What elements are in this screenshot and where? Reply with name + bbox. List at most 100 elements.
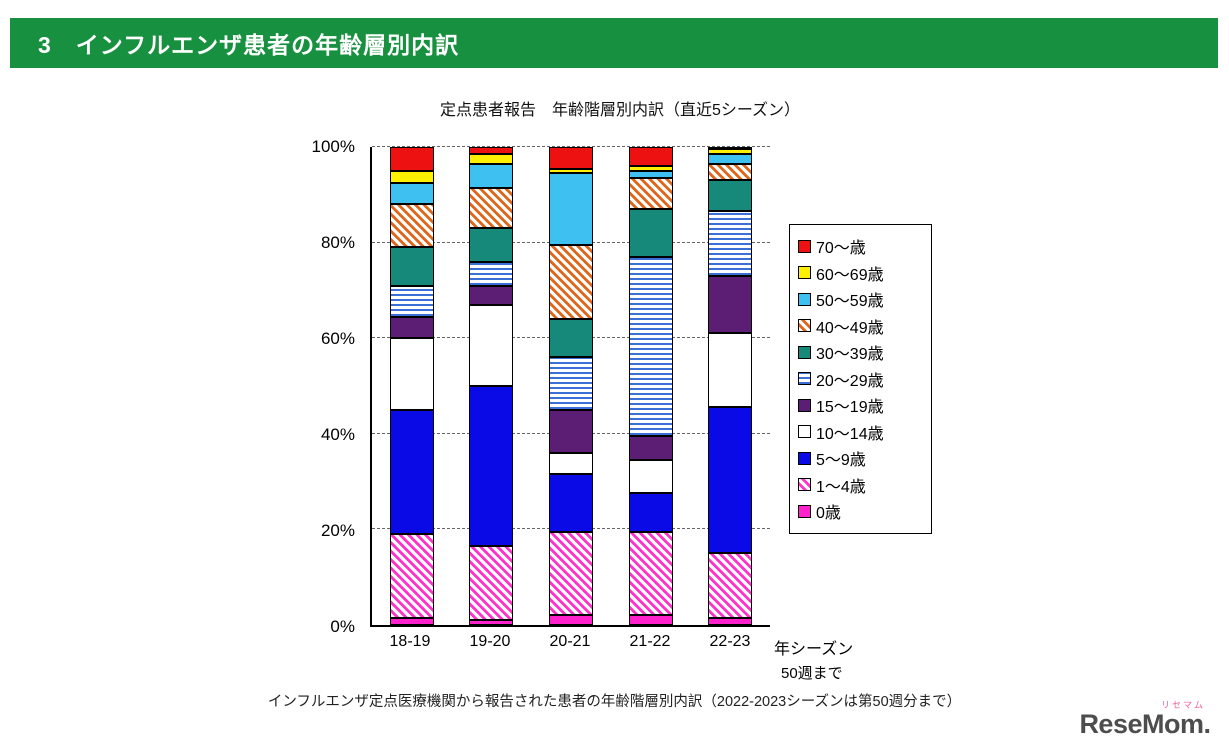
legend-swatch [798, 239, 811, 253]
bar-segment [708, 154, 753, 164]
y-tick-label-60: 60% [320, 329, 355, 348]
y-tick-label-100: 100% [311, 137, 355, 156]
legend-swatch [798, 425, 811, 439]
bar-segment [389, 409, 434, 535]
bar-segment [628, 178, 673, 210]
chart-title: 定点患者報告 年齢階層別内訳（直近5シーズン） [439, 102, 801, 119]
gridline-100 [372, 146, 770, 147]
bar-segment [708, 617, 753, 625]
bar-segment [628, 531, 673, 616]
x-axis-unit-label: 年シーズン [774, 641, 854, 658]
bar-segment [628, 493, 673, 532]
bar-18-19 [389, 147, 434, 625]
bar-segment [469, 620, 514, 625]
bar-segment [469, 163, 514, 188]
legend-label: 60～69歳 [816, 266, 884, 284]
bar-segment [708, 275, 753, 334]
x-axis: 18-19 19-20 20-21 21-22 22-23 [370, 633, 770, 651]
bar-segment [389, 534, 434, 618]
y-tick-label-40: 40% [320, 425, 355, 444]
legend-item: 60～69歳 [798, 260, 925, 287]
bar-segment [389, 285, 434, 317]
bar-segment [548, 357, 593, 410]
y-tick-label-0: 0% [330, 617, 355, 636]
logo-period: . [1203, 709, 1211, 739]
legend-swatch [798, 345, 811, 359]
legend-label: 40～49歳 [816, 319, 884, 337]
resemom-logo: リセマム ReseMom. [1079, 701, 1211, 738]
section-header-title: 3 インフルエンザ患者の年齢層別内訳 [38, 32, 460, 58]
bar-21-22 [628, 147, 673, 625]
bar-segment [548, 147, 593, 169]
bar-22-23 [708, 147, 753, 625]
legend-item: 30～39歳 [798, 339, 925, 366]
bar-segment [469, 385, 514, 547]
legend-item: 15～19歳 [798, 392, 925, 419]
bar-segment [708, 149, 753, 155]
chart-caption: インフルエンザ定点医療機関から報告された患者の年齢階層別内訳（2022-2023… [267, 694, 962, 710]
legend-item: 10～14歳 [798, 419, 925, 446]
x-tick-label-18-19: 18-19 [389, 633, 431, 650]
x-tick-label-21-22: 21-22 [629, 633, 671, 650]
bar-segment [548, 474, 593, 532]
bar-slot-22-23 [690, 147, 770, 625]
bar-20-21 [548, 147, 593, 625]
bar-segment [389, 247, 434, 286]
bar-slot-20-21 [531, 147, 611, 625]
bar-segment [469, 304, 514, 386]
section-header: 3 インフルエンザ患者の年齢層別内訳 [10, 18, 1218, 68]
bar-segment [469, 228, 514, 262]
legend-swatch [798, 292, 811, 306]
legend-swatch [798, 504, 811, 518]
bar-segment [708, 147, 753, 150]
legend-swatch [798, 451, 811, 465]
bar-segment [628, 615, 673, 625]
bar-segment [628, 460, 673, 494]
bar-segment [389, 338, 434, 410]
bar-segment [389, 147, 434, 171]
legend-item: 50～59歳 [798, 286, 925, 313]
legend-label: 20～29歳 [816, 372, 884, 390]
bar-segment [469, 285, 514, 305]
bar-segment [469, 187, 514, 229]
bar-segment [469, 546, 514, 621]
bar-segment [708, 407, 753, 554]
legend-label: 5～9歳 [816, 452, 866, 470]
legend-swatch [798, 319, 811, 333]
bar-segment [469, 147, 514, 155]
bar-segment [708, 211, 753, 276]
bar-segment [628, 436, 673, 461]
bar-segment [628, 256, 673, 437]
legend-label: 70～歳 [816, 240, 866, 258]
bar-segment [708, 553, 753, 618]
bar-segment [389, 182, 434, 205]
plot-area [370, 146, 770, 627]
bar-segment [548, 452, 593, 475]
bar-segment [708, 180, 753, 212]
bar-segment [548, 409, 593, 453]
bar-segment [548, 173, 593, 245]
bar-19-20 [469, 147, 514, 625]
bar-segment [469, 154, 514, 164]
x-tick-label-19-20: 19-20 [469, 633, 511, 650]
bar-slot-19-20 [452, 147, 532, 625]
bar-slot-18-19 [372, 147, 452, 625]
legend-label: 1～4歳 [816, 478, 866, 496]
bar-segment [628, 166, 673, 171]
x-axis-unit-note: 50週まで [781, 665, 843, 682]
bar-segment [469, 261, 514, 286]
legend-label: 50～59歳 [816, 293, 884, 311]
bar-segment [548, 531, 593, 616]
bar-segment [628, 147, 673, 167]
bar-segment [389, 204, 434, 248]
x-tick-label-22-23: 22-23 [709, 633, 751, 650]
logo-furigana: リセマム [1160, 700, 1205, 710]
legend-label: 10～14歳 [816, 425, 884, 443]
bar-segment [628, 209, 673, 257]
bar-slot-21-22 [611, 147, 691, 625]
bar-segment [548, 615, 593, 625]
bar-segment [548, 244, 593, 320]
legend-item: 0歳 [798, 498, 925, 525]
bar-segment [548, 319, 593, 358]
legend-item: 5～9歳 [798, 445, 925, 472]
